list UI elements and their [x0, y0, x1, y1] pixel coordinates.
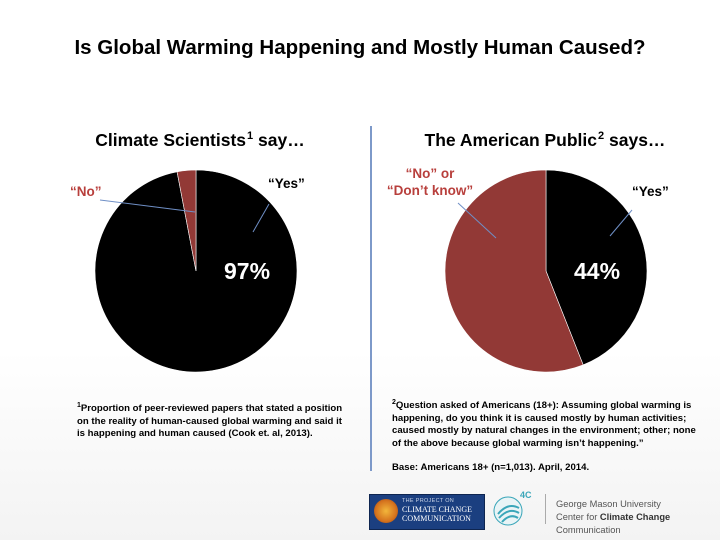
- footnote-2-mark: 2: [392, 399, 396, 406]
- chart1-title-suffix: say…: [253, 130, 305, 150]
- 4c-logo: 4C: [492, 490, 532, 526]
- chart2-title-text: The American Public: [424, 130, 598, 150]
- slide-title: Is Global Warming Happening and Mostly H…: [74, 36, 646, 59]
- pie2-data-label: 44%: [574, 258, 621, 284]
- pie2-label-no: “No” or “Don’t know”: [380, 165, 480, 199]
- pie2-yes-leader-line: [609, 209, 633, 237]
- gmu-line2-bold: Climate Change: [599, 512, 671, 522]
- footnote-2-text: Question asked of Americans (18+): Assum…: [392, 400, 696, 449]
- 4c-swirl-icon: [493, 496, 523, 526]
- gmu-line1: George Mason University: [556, 499, 661, 509]
- footnote-1-text: Proportion of peer-reviewed papers that …: [77, 403, 343, 439]
- footnote-1-mark: 1: [77, 402, 81, 409]
- pie2-label-no-line2: “Don’t know”: [386, 183, 474, 198]
- chart2-title-footnote-mark: 2: [598, 130, 605, 142]
- gmu-line2-pre: Center for: [556, 512, 600, 522]
- footnote-1: 1Proportion of peer-reviewed papers that…: [77, 400, 352, 441]
- pie1-no-leader-line: [99, 199, 196, 213]
- gmu-logo-text: George Mason University Center for Clima…: [556, 498, 720, 537]
- pie2-no-leader-line: [457, 202, 497, 239]
- pie1-label-yes: “Yes”: [268, 176, 305, 191]
- chart1-title: Climate Scientists1 say…: [55, 130, 345, 151]
- pie1-slice-no: [176, 169, 197, 272]
- pie2-slice-yes: [545, 169, 648, 366]
- pie2-slice-no: [444, 169, 584, 373]
- climate-change-communication-logo: THE PROJECT ON CLIMATE CHANGE COMMUNICAT…: [369, 494, 485, 530]
- gmu-line2: Center for Climate Change Communication: [556, 511, 720, 537]
- logo1-line1: THE PROJECT ON: [402, 498, 455, 504]
- seal-icon: [374, 499, 398, 523]
- chart1-title-footnote-mark: 1: [247, 130, 254, 142]
- pie1-label-no: “No”: [70, 184, 102, 199]
- logo1-line3: COMMUNICATION: [402, 513, 471, 523]
- footnote-2: 2Question asked of Americans (18+): Assu…: [392, 397, 702, 450]
- base-note: Base: Americans 18+ (n=1,013). April, 20…: [392, 462, 590, 473]
- chart1-title-text: Climate Scientists: [95, 130, 247, 150]
- pie1-data-label: 97%: [224, 258, 271, 284]
- pie2-label-no-line1: “No” or: [405, 166, 455, 181]
- column-divider: [370, 126, 372, 471]
- 4c-logo-text: 4C: [520, 490, 532, 500]
- logo1-line2: CLIMATE CHANGE: [402, 505, 472, 514]
- chart2-title-suffix: says…: [604, 130, 666, 150]
- chart2-title: The American Public2 says…: [395, 130, 695, 151]
- pie1-yes-leader-line: [252, 203, 270, 233]
- pie2-label-yes: “Yes”: [632, 184, 669, 199]
- gmu-line2-post: Communication: [556, 525, 621, 535]
- logo1-name: CLIMATE CHANGE COMMUNICATION: [402, 505, 472, 523]
- logo-separator: [545, 494, 546, 524]
